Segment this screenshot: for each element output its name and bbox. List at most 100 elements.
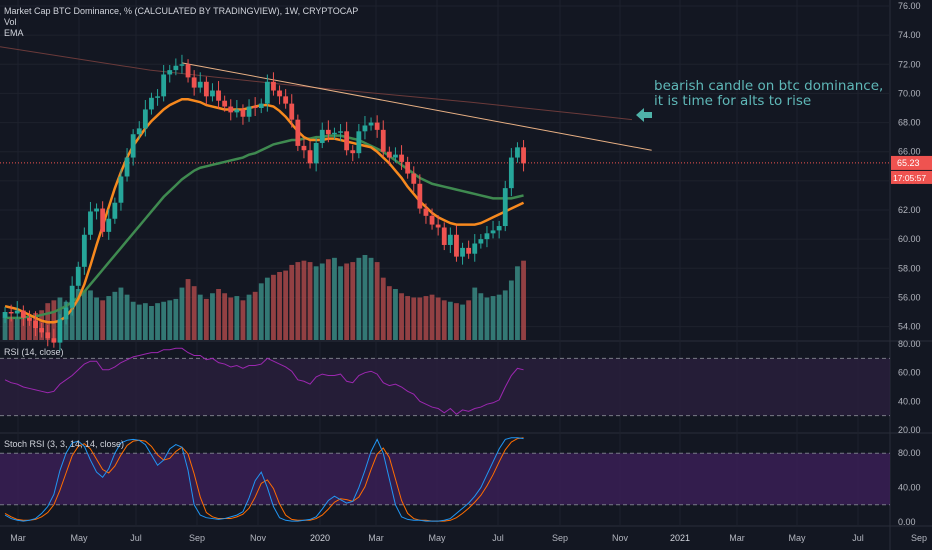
volume-bar <box>246 294 252 340</box>
candle-body <box>81 234 87 267</box>
candle-body <box>75 266 81 286</box>
price-tick-label: 54.00 <box>898 322 921 332</box>
candle-body <box>88 211 93 235</box>
candle-body <box>271 81 276 91</box>
volume-bar <box>179 287 185 340</box>
volume-bar <box>51 300 57 340</box>
volume-bar <box>277 272 282 340</box>
candle-body <box>423 208 429 216</box>
chart-legend: Market Cap BTC Dominance, % (CALCULATED … <box>4 6 358 39</box>
rsi-tick-label: 40.00 <box>898 396 921 406</box>
volume-bar <box>374 262 380 340</box>
candle-body <box>234 109 240 113</box>
price-tick-label: 56.00 <box>898 292 921 302</box>
volume-bar <box>399 293 404 340</box>
volume-bar <box>417 297 423 340</box>
candle-body <box>307 150 313 164</box>
candle-body <box>142 109 148 129</box>
candle-body <box>264 81 270 104</box>
candle-body <box>332 132 337 135</box>
candle-body <box>2 312 8 318</box>
candle-body <box>277 90 282 97</box>
candle-body <box>374 122 380 130</box>
candle-body <box>240 109 246 117</box>
candle-body <box>136 128 142 135</box>
candle-body <box>478 239 484 244</box>
candle-body <box>313 142 319 164</box>
volume-bar <box>167 300 173 340</box>
volume-bar <box>252 291 258 340</box>
candle-body <box>197 81 203 88</box>
legend-ema[interactable]: EMA <box>4 28 24 38</box>
candle-body <box>8 312 14 314</box>
candle-body <box>405 161 411 174</box>
annotation-line-1: bearish candle on btc dominance, <box>654 78 884 94</box>
candle-body <box>295 119 301 146</box>
volume-bar <box>94 297 99 340</box>
candle-body <box>173 65 179 71</box>
candle-body <box>502 188 508 227</box>
candle-body <box>454 234 459 257</box>
candle-body <box>112 202 118 219</box>
volume-bar <box>368 257 374 340</box>
volume-bar <box>173 298 179 340</box>
candle-body <box>515 147 520 158</box>
candle-body <box>350 150 356 154</box>
volume-bar <box>313 266 319 340</box>
stoch-rsi-label[interactable]: Stoch RSI (3, 3, 14, 14, close) <box>4 439 125 449</box>
volume-bar <box>307 262 313 340</box>
volume-bar <box>283 270 289 340</box>
candle-body <box>167 70 173 75</box>
candle-body <box>179 64 185 66</box>
price-tick-label: 58.00 <box>898 263 921 273</box>
candle-body <box>368 122 374 126</box>
last-price-label: 65.23 <box>897 158 920 168</box>
candle-body <box>130 134 136 158</box>
time-tick-label: Sep <box>911 533 927 543</box>
rsi-band-fill <box>0 358 890 416</box>
volume-bar <box>484 297 490 340</box>
volume-bar <box>380 277 386 340</box>
volume-bar <box>350 262 356 340</box>
time-tick-label: Sep <box>189 533 205 543</box>
annotation-line-2: it is time for alts to rise <box>654 93 812 109</box>
time-tick-label: Nov <box>612 533 629 543</box>
price-tick-label: 74.00 <box>898 30 921 40</box>
candle-body <box>338 131 343 133</box>
volume-bar <box>75 289 81 340</box>
candle-body <box>106 218 112 232</box>
volume-bar <box>423 296 429 340</box>
time-tick-label: 2020 <box>310 533 330 543</box>
candle-body <box>441 227 447 245</box>
volume-bar <box>20 318 26 340</box>
volume-bar <box>332 257 337 340</box>
volume-bar <box>142 303 148 340</box>
volume-bar <box>454 303 459 340</box>
volume-bar <box>460 304 465 340</box>
volume-bar <box>155 303 160 340</box>
candle-body <box>63 307 69 320</box>
candle-body <box>210 90 215 97</box>
volume-bar <box>161 301 167 340</box>
volume-bar <box>271 274 276 340</box>
volume-bar <box>319 263 325 340</box>
ema-slow-line <box>5 134 524 320</box>
candle-body <box>118 176 124 203</box>
volume-bar <box>130 301 136 340</box>
ema-fast-line <box>4 98 525 324</box>
rsi-label[interactable]: RSI (14, close) <box>4 347 64 357</box>
rsi-line <box>4 347 524 415</box>
candle-body <box>45 332 51 339</box>
stoch-k-line <box>4 437 524 522</box>
long-ema-line <box>0 46 633 121</box>
candle-body <box>216 90 221 101</box>
candle-body <box>228 106 234 113</box>
rsi-tick-label: 80.00 <box>898 339 921 349</box>
price-tick-label: 60.00 <box>898 234 921 244</box>
legend-vol[interactable]: Vol <box>4 17 17 27</box>
time-tick-label: May <box>428 533 446 543</box>
candle-body <box>429 215 435 225</box>
candle-body <box>484 233 490 240</box>
candle-body <box>149 97 154 110</box>
